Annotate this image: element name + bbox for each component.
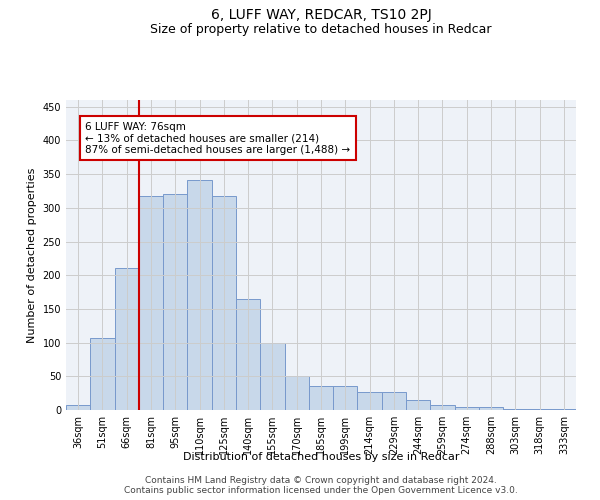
Bar [187, 180, 212, 410]
Text: 6 LUFF WAY: 76sqm
← 13% of detached houses are smaller (214)
87% of semi-detache: 6 LUFF WAY: 76sqm ← 13% of detached hous… [85, 122, 350, 155]
Bar [333, 386, 358, 410]
Bar [236, 299, 260, 410]
Bar [455, 406, 479, 410]
Bar [139, 196, 163, 410]
Text: Contains HM Land Registry data © Crown copyright and database right 2024.
Contai: Contains HM Land Registry data © Crown c… [124, 476, 518, 495]
Bar [309, 386, 333, 410]
Bar [284, 376, 309, 410]
Bar [90, 338, 115, 410]
Text: Size of property relative to detached houses in Redcar: Size of property relative to detached ho… [150, 22, 492, 36]
Bar [260, 344, 284, 410]
Bar [212, 196, 236, 410]
Y-axis label: Number of detached properties: Number of detached properties [27, 168, 37, 342]
Text: 6, LUFF WAY, REDCAR, TS10 2PJ: 6, LUFF WAY, REDCAR, TS10 2PJ [211, 8, 431, 22]
Bar [163, 194, 187, 410]
Bar [66, 406, 90, 410]
Bar [503, 408, 527, 410]
Bar [479, 406, 503, 410]
Bar [406, 400, 430, 410]
Bar [382, 392, 406, 410]
Bar [430, 404, 455, 410]
Bar [358, 392, 382, 410]
Text: Distribution of detached houses by size in Redcar: Distribution of detached houses by size … [183, 452, 459, 462]
Bar [115, 268, 139, 410]
